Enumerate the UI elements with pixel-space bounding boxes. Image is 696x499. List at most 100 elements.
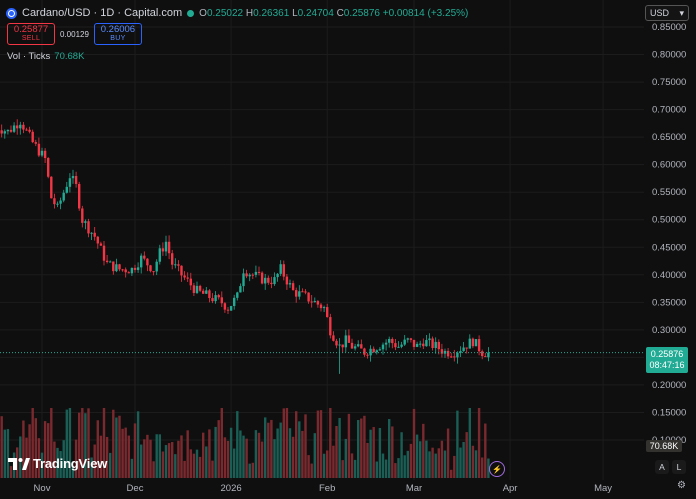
volume-bar [282, 408, 285, 478]
volume-bar [242, 435, 245, 478]
volume-bar [189, 449, 192, 478]
candle [273, 277, 276, 285]
candle [71, 176, 75, 179]
candle [254, 271, 258, 275]
candle [59, 200, 62, 204]
volume-bar [248, 463, 251, 478]
candle [316, 301, 320, 305]
volume-bar [270, 419, 273, 478]
auto-scale-button[interactable]: A [655, 460, 669, 474]
candle [102, 245, 106, 261]
candle [344, 335, 347, 348]
market-status-icon [187, 9, 195, 17]
volume-bar [6, 429, 10, 478]
y-tick-label: 0.40000 [652, 270, 686, 281]
volume-bar [434, 453, 437, 478]
volume-bar [419, 441, 422, 478]
volume-bar [313, 433, 316, 478]
candle [391, 338, 394, 344]
candle [31, 131, 34, 143]
volume-bar [381, 453, 385, 478]
volume-bar [65, 409, 68, 478]
candle [375, 350, 378, 353]
y-tick-label: 0.65000 [652, 132, 686, 143]
candle [28, 129, 31, 132]
candle [9, 129, 13, 132]
candle [484, 356, 487, 358]
volume-bar [3, 429, 6, 478]
tradingview-logo[interactable]: TradingView [8, 456, 107, 471]
volume-bar [59, 451, 62, 478]
volume-bar [415, 434, 419, 478]
candle [338, 344, 341, 346]
volume-legend[interactable]: Vol · Ticks 70.68K [7, 51, 85, 62]
sell-button[interactable]: 0.25877 SELL [7, 23, 55, 45]
volume-bar [78, 412, 81, 478]
candle [422, 343, 425, 347]
candle [22, 124, 25, 130]
spread-value: 0.00129 [60, 29, 89, 39]
volume-bar [180, 435, 183, 478]
volume-bar [409, 443, 413, 478]
volume-bar [167, 443, 171, 478]
volume-bar [127, 435, 130, 478]
candle [96, 236, 99, 244]
candle [3, 131, 6, 134]
log-scale-button[interactable]: L [672, 460, 686, 474]
buy-button[interactable]: 0.26006 BUY [93, 23, 142, 45]
volume-bar [400, 432, 403, 478]
candle [369, 348, 372, 356]
volume-bar [195, 449, 199, 478]
volume-bar [205, 446, 208, 478]
volume-bar [236, 411, 239, 478]
volume-bar [372, 427, 375, 478]
trade-panel: 0.25877 SELL 0.00129 0.26006 BUY [7, 23, 142, 45]
candle [99, 243, 103, 246]
candle [471, 338, 475, 347]
candle [25, 129, 28, 131]
volume-bar [394, 463, 397, 478]
volume-bar [71, 466, 75, 478]
volume-bar [326, 450, 329, 478]
volume-bar [360, 418, 363, 478]
candle [12, 125, 16, 132]
lightning-icon[interactable]: ⚡ [489, 461, 505, 477]
volume-bar [251, 462, 254, 478]
volume-bar [264, 417, 267, 478]
volume-bar [87, 408, 90, 478]
candle [363, 348, 366, 355]
volume-bar [369, 429, 372, 478]
y-tick-label: 0.45000 [652, 242, 686, 253]
candle [403, 339, 406, 345]
volume-bar [239, 430, 242, 478]
candle [112, 261, 115, 272]
candle [189, 278, 192, 286]
y-tick-label: 0.30000 [652, 325, 686, 336]
candle [164, 241, 168, 252]
volume-bar [459, 447, 462, 478]
symbol-title[interactable]: Cardano/USD · 1D · Capital.com [22, 7, 183, 19]
volume-bar [43, 421, 47, 478]
x-tick-label: Mar [406, 483, 422, 494]
candle [450, 356, 453, 358]
volume-bar [22, 420, 25, 478]
volume-bar [40, 452, 44, 478]
candle [322, 307, 326, 309]
last-price-label: 0.25876 08:47:16 [646, 346, 688, 373]
y-tick-label: 0.35000 [652, 297, 686, 308]
candle [341, 344, 344, 348]
candle [115, 264, 118, 272]
y-tick-label: 0.60000 [652, 160, 686, 171]
candle [474, 339, 478, 347]
volume-bar [425, 440, 428, 478]
candle [56, 203, 59, 205]
settings-gear-icon[interactable]: ⚙ [677, 480, 686, 491]
y-tick-label: 0.85000 [652, 22, 686, 33]
currency-select[interactable]: USD ▾ [645, 5, 689, 21]
volume-bar [332, 445, 335, 478]
candle [146, 258, 149, 266]
volume-bar [481, 457, 484, 478]
volume-bar [186, 430, 189, 478]
volume-bar [301, 430, 304, 478]
